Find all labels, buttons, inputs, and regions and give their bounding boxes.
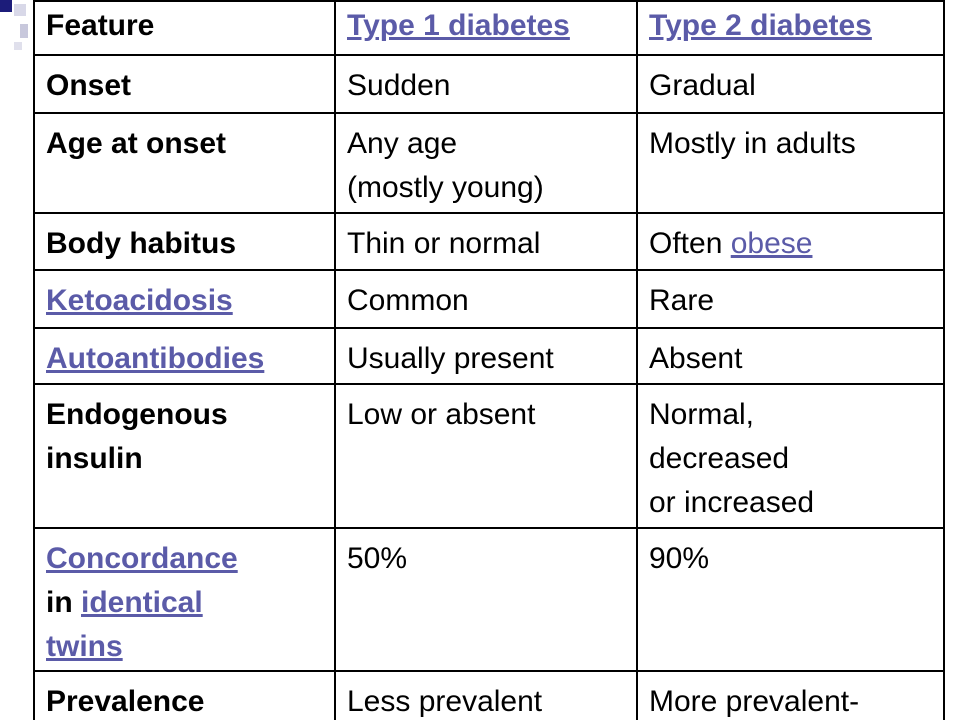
type2-cell: Absent: [636, 327, 945, 385]
feature-label: Age at onset: [46, 127, 227, 160]
table-row-ketoacidosis: Ketoacidosis Common Rare: [33, 269, 945, 329]
type1-value: Low or absent: [347, 398, 536, 431]
table-row-concordance: Concordance in identical twins 50% 90%: [33, 527, 945, 672]
type2-cell: Mostly in adults: [636, 112, 945, 214]
feature-label: Body habitus: [46, 227, 237, 260]
feature-cell: Onset: [33, 54, 336, 114]
type1-value: Usually present: [347, 342, 554, 375]
type2-value-prefix: Often: [649, 227, 731, 260]
feature-cell: Prevalence: [33, 670, 336, 720]
concordance-link[interactable]: Concordance: [46, 542, 238, 575]
table-row-body-habitus: Body habitus Thin or normal Often obese: [33, 212, 945, 271]
header-cell-type1: Type 1 diabetes: [334, 0, 638, 56]
type2-value: 90%: [649, 542, 710, 575]
feature-label-line1: Endogenous: [46, 398, 228, 431]
decorative-square: [0, 0, 12, 12]
type2-value: Absent: [649, 342, 743, 375]
type2-value-line3: or increased: [649, 486, 815, 519]
type2-value: Gradual: [649, 69, 756, 102]
type2-value: Mostly in adults: [649, 127, 856, 160]
feature-cell: Autoantibodies: [33, 327, 336, 385]
feature-cell: Endogenous insulin: [33, 383, 336, 529]
type1-value: Sudden: [347, 69, 451, 102]
autoantibodies-link[interactable]: Autoantibodies: [46, 342, 265, 375]
feature-cell: Age at onset: [33, 112, 336, 214]
decorative-square: [14, 42, 22, 50]
type1-cell: 50%: [334, 527, 638, 672]
header-cell-type2: Type 2 diabetes: [636, 0, 945, 56]
obese-link[interactable]: obese: [730, 227, 813, 260]
ketoacidosis-link[interactable]: Ketoacidosis: [46, 284, 233, 317]
type2-diabetes-link[interactable]: Type 2 diabetes: [649, 9, 872, 42]
feature-label-line2: insulin: [46, 442, 143, 475]
feature-cell: Ketoacidosis: [33, 269, 336, 329]
feature-label: Prevalence: [46, 685, 205, 718]
table-row-onset: Onset Sudden Gradual: [33, 54, 945, 114]
type1-value-line2: (mostly young): [347, 171, 544, 204]
type1-diabetes-link[interactable]: Type 1 diabetes: [347, 9, 570, 42]
identical-twins-link-cont[interactable]: twins: [46, 630, 123, 663]
feature-cell: Body habitus: [33, 212, 336, 271]
type1-value: Less prevalent: [347, 685, 543, 718]
type1-cell: Low or absent: [334, 383, 638, 529]
type2-cell: 90%: [636, 527, 945, 672]
type1-cell: Thin or normal: [334, 212, 638, 271]
type1-value: Common: [347, 284, 469, 317]
type1-cell: Sudden: [334, 54, 638, 114]
header-cell-feature: Feature: [33, 0, 336, 56]
decorative-square: [14, 4, 26, 16]
type1-cell: Any age (mostly young): [334, 112, 638, 214]
type2-value: Rare: [649, 284, 715, 317]
type1-value: Thin or normal: [347, 227, 541, 260]
feature-label: Onset: [46, 69, 132, 102]
table-row-prevalence: Prevalence Less prevalent More prevalent…: [33, 670, 945, 720]
type1-cell: Less prevalent: [334, 670, 638, 720]
table-row-age-at-onset: Age at onset Any age (mostly young) Most…: [33, 112, 945, 214]
type2-value-line2: decreased: [649, 442, 790, 475]
type1-value: 50%: [347, 542, 408, 575]
identical-twins-link[interactable]: identical: [81, 586, 203, 619]
header-feature-label: Feature: [46, 9, 155, 42]
feature-label-in: in: [46, 586, 81, 619]
type2-cell: Often obese: [636, 212, 945, 271]
table-row-autoantibodies: Autoantibodies Usually present Absent: [33, 327, 945, 385]
type2-value-line1: Normal,: [649, 398, 755, 431]
type1-cell: Common: [334, 269, 638, 329]
type1-cell: Usually present: [334, 327, 638, 385]
type2-cell: More prevalent-: [636, 670, 945, 720]
feature-cell: Concordance in identical twins: [33, 527, 336, 672]
type2-cell: Rare: [636, 269, 945, 329]
type2-cell: Normal, decreased or increased: [636, 383, 945, 529]
decorative-square: [20, 24, 28, 38]
table-header-row: Feature Type 1 diabetes Type 2 diabetes: [33, 0, 945, 56]
diabetes-comparison-table: Feature Type 1 diabetes Type 2 diabetes …: [33, 0, 945, 720]
table-row-endogenous-insulin: Endogenous insulin Low or absent Normal,…: [33, 383, 945, 529]
type2-cell: Gradual: [636, 54, 945, 114]
type2-value: More prevalent-: [649, 685, 860, 718]
type1-value-line1: Any age: [347, 127, 458, 160]
